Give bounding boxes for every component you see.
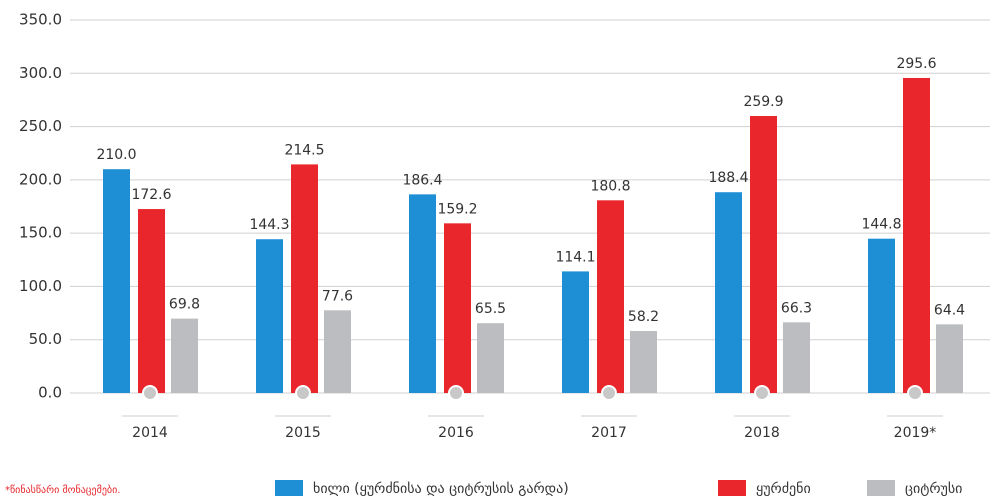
- axis-dot: [754, 385, 770, 401]
- bar: [630, 330, 657, 393]
- value-label: 144.3: [249, 217, 289, 233]
- value-label: 114.1: [555, 249, 595, 265]
- x-tick-label: 2018: [744, 425, 780, 441]
- footnote: *წინასწარი მონაცემები.: [5, 484, 120, 496]
- value-label: 65.5: [475, 301, 506, 317]
- value-label: 188.4: [708, 170, 748, 186]
- legend-swatch: [275, 480, 303, 496]
- y-tick-label: 150.0: [19, 224, 62, 242]
- value-label: 214.5: [284, 142, 324, 158]
- axis-dot: [907, 385, 923, 401]
- x-tick-label: 2016: [438, 425, 474, 441]
- bar: [444, 223, 471, 393]
- value-label: 210.0: [96, 147, 136, 163]
- bar: [750, 116, 777, 393]
- value-label: 186.4: [402, 172, 442, 188]
- axis-dot: [295, 385, 311, 401]
- bar: [597, 200, 624, 393]
- y-tick-label: 350.0: [19, 11, 62, 29]
- bar: [171, 318, 198, 393]
- bar: [409, 194, 436, 393]
- y-tick-label: 250.0: [19, 117, 62, 135]
- value-label: 172.6: [131, 187, 171, 203]
- legend-swatch: [718, 480, 746, 496]
- value-label: 66.3: [781, 300, 812, 316]
- bar: [256, 239, 283, 393]
- legend-label: ყურძენი: [756, 480, 811, 497]
- y-tick-label: 300.0: [19, 64, 62, 82]
- x-tick-label: 2019*: [894, 425, 937, 441]
- axis-dot: [448, 385, 464, 401]
- bar: [477, 323, 504, 393]
- bar: [868, 238, 895, 393]
- x-tick-label: 2014: [132, 425, 168, 441]
- value-label: 77.6: [322, 288, 353, 304]
- axis-dot: [601, 385, 617, 401]
- value-label: 144.8: [861, 217, 901, 233]
- bar: [903, 77, 930, 393]
- value-label: 159.2: [437, 201, 477, 217]
- value-label: 259.9: [743, 94, 783, 110]
- y-tick-label: 50.0: [29, 330, 62, 348]
- bar: [936, 324, 963, 393]
- bar: [783, 322, 810, 393]
- y-tick-label: 100.0: [19, 277, 62, 295]
- value-label: 58.2: [628, 309, 659, 325]
- bar: [291, 164, 318, 393]
- value-label: 69.8: [169, 297, 200, 313]
- y-tick-label: 200.0: [19, 170, 62, 188]
- x-tick-label: 2015: [285, 425, 321, 441]
- bar: [138, 209, 165, 393]
- legend-label: ხილი (ყურძნისა და ციტრუსის გარდა): [313, 480, 569, 497]
- value-label: 295.6: [896, 56, 936, 72]
- y-tick-label: 0.0: [38, 384, 62, 402]
- bar: [103, 169, 130, 393]
- bar: [324, 310, 351, 393]
- bar: [715, 192, 742, 393]
- legend-label: ციტრუსი: [905, 480, 962, 497]
- value-label: 64.4: [934, 302, 965, 318]
- x-tick-label: 2017: [591, 425, 627, 441]
- axis-dot: [142, 385, 158, 401]
- legend-swatch: [867, 480, 895, 496]
- bar: [562, 271, 589, 393]
- value-label: 180.8: [590, 178, 630, 194]
